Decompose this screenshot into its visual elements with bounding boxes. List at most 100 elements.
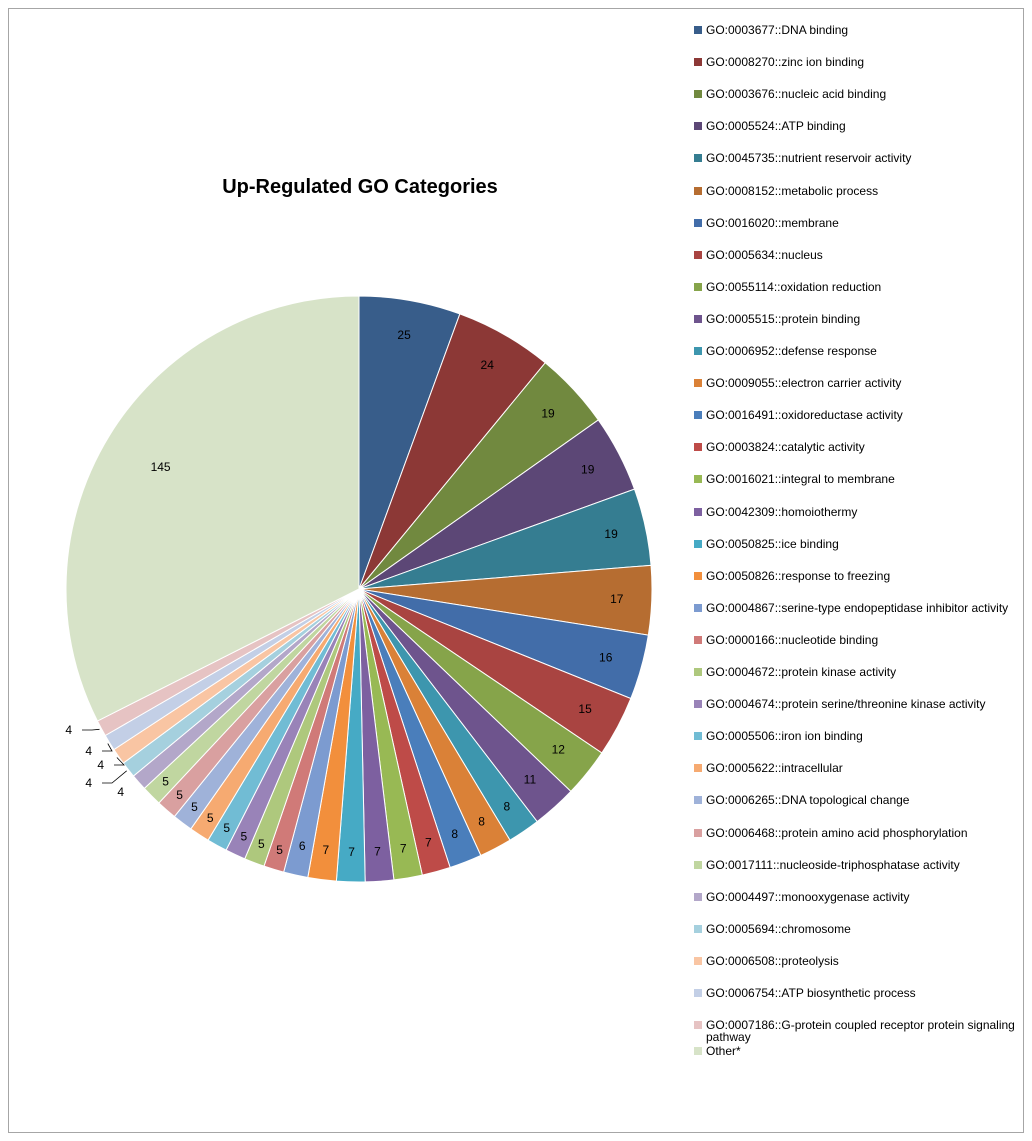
legend-swatch	[694, 796, 702, 805]
legend-item: GO:0050826::response to freezing	[694, 570, 1029, 582]
legend-item: GO:0004674::protein serine/threonine kin…	[694, 698, 1029, 710]
legend-swatch	[694, 250, 702, 259]
legend-label: GO:0006754::ATP biosynthetic process	[706, 986, 916, 1000]
legend-item: GO:0006952::defense response	[694, 345, 1029, 357]
legend-label: GO:0005634::nucleus	[706, 247, 823, 262]
legend-label: GO:0045735::nutrient reservoir activity	[706, 151, 912, 166]
data-label: 7	[348, 845, 355, 859]
legend-label: GO:0042309::homoiothermy	[706, 504, 858, 519]
leader-line	[114, 757, 125, 766]
data-label: 19	[581, 463, 595, 477]
legend-item: GO:0008270::zinc ion binding	[694, 56, 1029, 68]
data-label: 4	[85, 744, 92, 758]
data-label: 8	[478, 815, 485, 829]
data-label: 19	[541, 406, 555, 420]
legend-item: GO:0003677::DNA binding	[694, 24, 1029, 36]
legend-label: GO:0006952::defense response	[706, 344, 877, 358]
leader-line	[82, 728, 100, 731]
data-label: 7	[322, 843, 329, 857]
data-label: 11	[524, 773, 537, 787]
legend-label: GO:0055114::oxidation reduction	[706, 279, 882, 294]
legend-item: GO:0003676::nucleic acid binding	[694, 88, 1029, 100]
data-label: 5	[258, 837, 265, 851]
legend-swatch	[694, 314, 702, 323]
legend-swatch	[694, 379, 702, 388]
legend-item: GO:0007186::G-protein coupled receptor p…	[694, 1019, 1029, 1043]
legend-item: GO:0006468::protein amino acid phosphory…	[694, 827, 1029, 839]
legend-label: Other*	[706, 1044, 741, 1059]
chart-title: Up-Regulated GO Categories	[222, 176, 498, 198]
legend-swatch	[694, 539, 702, 548]
legend-swatch	[694, 154, 702, 163]
legend-item: GO:0004672::protein kinase activity	[694, 666, 1029, 678]
legend-item: GO:0005622::intracellular	[694, 762, 1029, 774]
data-label: 5	[207, 811, 214, 825]
legend-swatch	[694, 1047, 702, 1056]
legend-item: GO:0006265::DNA topological change	[694, 794, 1029, 806]
legend-swatch	[694, 603, 702, 612]
legend-label: GO:0005622::intracellular	[706, 761, 843, 776]
data-label: 19	[604, 527, 618, 541]
legend-item: GO:0045735::nutrient reservoir activity	[694, 152, 1029, 164]
data-label: 145	[151, 460, 171, 474]
legend-item: GO:0017111::nucleoside-triphosphatase ac…	[694, 859, 1029, 871]
legend-label: GO:0005524::ATP binding	[706, 119, 846, 134]
legend-label: GO:0016020::membrane	[706, 215, 839, 230]
legend-swatch	[694, 1021, 702, 1030]
legend-label: GO:0017111::nucleoside-triphosphatase ac…	[706, 857, 960, 872]
legend-item: GO:0006508::proteolysis	[694, 955, 1029, 967]
data-label: 12	[552, 743, 566, 757]
legend-swatch	[694, 956, 702, 965]
legend-item: GO:0009055::electron carrier activity	[694, 377, 1029, 389]
legend-label: GO:0007186::G-protein coupled receptor p…	[706, 1018, 1015, 1045]
legend-item: GO:0004867::serine-type endopeptidase in…	[694, 602, 1029, 614]
legend-swatch	[694, 828, 702, 837]
legend-label: GO:0016491::oxidoreductase activity	[706, 408, 903, 423]
legend-swatch	[694, 186, 702, 195]
data-label: 7	[400, 841, 407, 855]
data-label: 5	[191, 800, 198, 814]
data-label: 7	[425, 836, 432, 850]
data-label: 5	[162, 775, 169, 789]
data-label: 8	[504, 799, 511, 813]
legend-item: GO:0016021::integral to membrane	[694, 473, 1029, 485]
legend-swatch	[694, 892, 702, 901]
legend-label: GO:0006468::protein amino acid phosphory…	[706, 825, 968, 840]
legend-label: GO:0004674::protein serine/threonine kin…	[706, 697, 986, 712]
legend-label: GO:0004497::monooxygenase activity	[706, 889, 910, 904]
legend-swatch	[694, 507, 702, 516]
legend-swatch	[694, 989, 702, 997]
data-label: 4	[117, 785, 124, 799]
legend-label: GO:0004867::serine-type endopeptidase in…	[706, 600, 1009, 615]
legend-label: GO:0050826::response to freezing	[706, 568, 891, 583]
data-label: 8	[451, 827, 458, 841]
legend-label: GO:0006265::DNA topological change	[706, 793, 910, 808]
legend-item: GO:0055114::oxidation reduction	[694, 281, 1029, 293]
data-label: 25	[397, 328, 411, 342]
legend-label: GO:0009055::electron carrier activity	[706, 376, 902, 391]
legend-label: GO:0003677::DNA binding	[706, 23, 849, 37]
legend-label: GO:0005694::chromosome	[706, 921, 851, 936]
legend-item: GO:0005634::nucleus	[694, 249, 1029, 261]
legend-label: GO:0004672::protein kinase activity	[706, 665, 897, 679]
legend-swatch	[694, 700, 702, 709]
legend-swatch	[694, 122, 702, 131]
legend-swatch	[694, 443, 702, 452]
legend-label: GO:0003676::nucleic acid binding	[706, 87, 887, 102]
legend-item: GO:0050825::ice binding	[694, 538, 1029, 550]
legend-swatch	[694, 475, 702, 484]
legend-label: GO:0006508::proteolysis	[706, 953, 839, 968]
legend-item: GO:0005515::protein binding	[694, 313, 1029, 325]
legend-item: GO:0005524::ATP binding	[694, 120, 1029, 132]
leader-line	[102, 743, 113, 752]
data-label: 24	[481, 358, 495, 372]
data-label: 4	[65, 723, 72, 737]
legend-item: GO:0006754::ATP biosynthetic process	[694, 987, 1029, 999]
data-label: 17	[610, 592, 624, 606]
legend-label: GO:0000166::nucleotide binding	[706, 632, 879, 647]
legend-label: GO:0008152::metabolic process	[706, 183, 879, 198]
data-label: 7	[374, 844, 381, 858]
legend-label: GO:0005515::protein binding	[706, 311, 861, 326]
legend-swatch	[694, 282, 702, 291]
